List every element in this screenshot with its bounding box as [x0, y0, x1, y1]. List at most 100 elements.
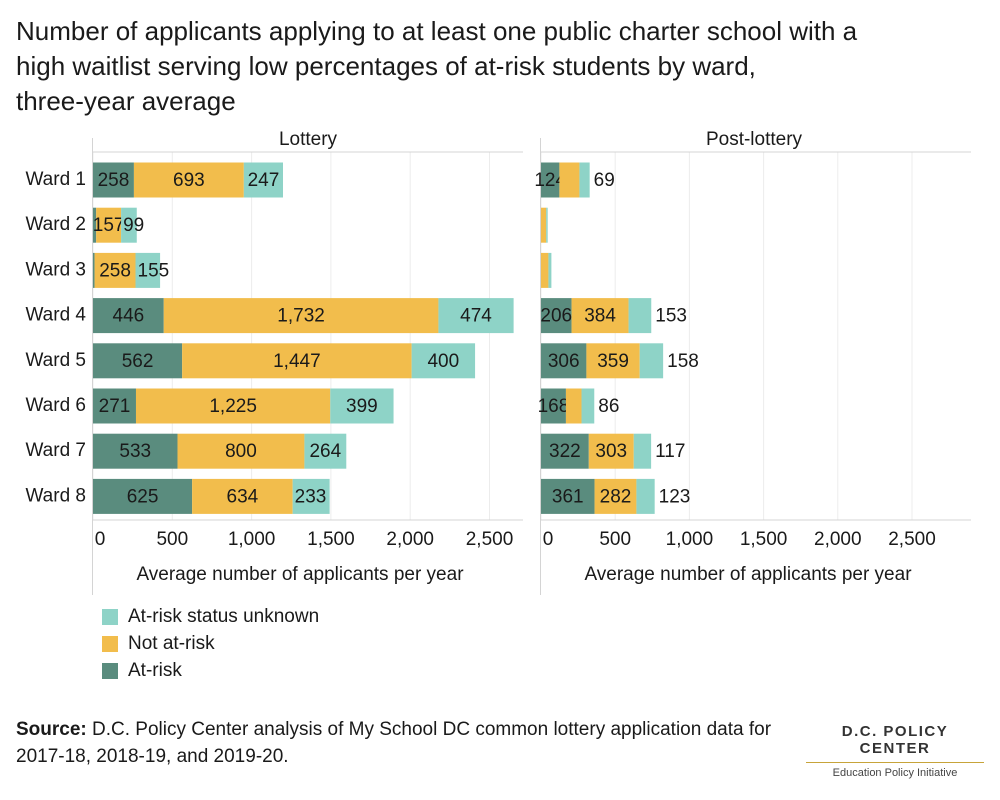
data-label-post-lottery-ward-1-unknown: 69: [594, 170, 615, 191]
source-text: D.C. Policy Center analysis of My School…: [16, 719, 772, 767]
bar-lottery-ward-2-at-risk: [93, 207, 97, 243]
legend-swatch-at-risk: [102, 662, 118, 679]
category-label-ward-1: Ward 1: [25, 169, 86, 190]
bar-post-lottery-ward-5-not-at-risk: [586, 343, 640, 379]
bar-post-lottery-ward-8-unknown: [636, 478, 655, 514]
data-label-post-lottery-ward-4-unknown: 153: [655, 306, 687, 327]
bar-post-lottery-ward-8-at-risk: [541, 478, 595, 514]
bar-lottery-ward-7-unknown: [304, 433, 347, 469]
panel-title-post-lottery: Post-lottery: [706, 130, 803, 150]
data-label-post-lottery-ward-5-at-risk: 306: [548, 351, 580, 372]
category-label-ward-3: Ward 3: [25, 259, 86, 280]
bar-post-lottery-ward-5-at-risk: [541, 343, 587, 379]
x-axis-title-lottery: Average number of applicants per year: [136, 564, 464, 585]
bar-lottery-ward-8-not-at-risk: [192, 478, 293, 514]
x-tick-label-lottery-1: 500: [156, 529, 188, 550]
data-label-lottery-ward-6-at-risk: 271: [99, 396, 131, 417]
bar-lottery-ward-6-unknown: [330, 388, 394, 424]
bar-lottery-ward-8-unknown: [292, 478, 330, 514]
data-label-post-lottery-ward-8-not-at-risk: 282: [600, 486, 632, 507]
data-label-lottery-ward-8-unknown: 233: [295, 486, 327, 507]
chart-title-line-2: high waitlist serving low percentages of…: [16, 51, 756, 81]
data-label-post-lottery-ward-5-not-at-risk: 359: [597, 351, 629, 372]
chart-title-line-1: Number of applicants applying to at leas…: [16, 16, 858, 46]
x-tick-label-lottery-3: 1,500: [307, 529, 355, 550]
x-axis-title-post-lottery: Average number of applicants per year: [584, 564, 912, 585]
bar-lottery-ward-3-not-at-risk: [94, 252, 136, 288]
category-label-ward-8: Ward 8: [25, 485, 86, 506]
category-label-ward-2: Ward 2: [25, 214, 86, 235]
bar-post-lottery-ward-5-unknown: [639, 343, 664, 379]
data-label-lottery-ward-6-not-at-risk: 1,225: [209, 396, 257, 417]
x-tick-label-lottery-4: 2,000: [386, 529, 434, 550]
legend-label-not-at-risk: Not at-risk: [128, 632, 215, 654]
x-tick-label-post-lottery-2: 1,000: [666, 529, 714, 550]
legend-label-unknown: At-risk status unknown: [128, 605, 320, 627]
logo-name: D.C. POLICY CENTER: [841, 723, 949, 757]
bar-lottery-ward-4-at-risk: [93, 298, 164, 334]
data-label-post-lottery-ward-6-at-risk: 168: [538, 396, 570, 417]
source-note: Source: D.C. Policy Center analysis of M…: [16, 716, 806, 770]
chart-title: Number of applicants applying to at leas…: [16, 14, 986, 119]
bar-post-lottery-ward-8-not-at-risk: [594, 478, 637, 514]
data-label-lottery-ward-5-not-at-risk: 1,447: [273, 351, 321, 372]
category-label-ward-5: Ward 5: [25, 350, 86, 371]
data-label-post-lottery-ward-5-unknown: 158: [667, 351, 699, 372]
bar-post-lottery-ward-7-at-risk: [541, 433, 589, 469]
bar-post-lottery-ward-4-unknown: [628, 298, 652, 334]
data-label-lottery-ward-2-unknown: 99: [123, 215, 144, 236]
legend-item-unknown: At-risk status unknown: [102, 603, 319, 630]
x-tick-label-lottery-0: 0: [95, 529, 106, 550]
bar-post-lottery-ward-7-not-at-risk: [588, 433, 634, 469]
chart-legend: At-risk status unknown Not at-risk At-ri…: [102, 603, 319, 684]
data-label-lottery-ward-7-at-risk: 533: [119, 441, 151, 462]
category-label-ward-6: Ward 6: [25, 395, 86, 416]
bar-post-lottery-ward-1-unknown: [579, 162, 590, 198]
data-label-post-lottery-ward-4-at-risk: 206: [540, 306, 572, 327]
bar-lottery-ward-8-at-risk: [93, 478, 193, 514]
bar-post-lottery-ward-3-not-at-risk: [541, 252, 549, 288]
data-label-lottery-ward-7-not-at-risk: 800: [225, 441, 257, 462]
legend-swatch-unknown: [102, 608, 118, 625]
bar-lottery-ward-7-not-at-risk: [177, 433, 305, 469]
stacked-bar-chart: Ward 1 Ward 2 Ward 3 Ward 4 Ward 5 Ward 6 Ward…: [25, 130, 971, 595]
data-label-lottery-ward-6-unknown: 399: [346, 396, 378, 417]
x-tick-label-post-lottery-3: 1,500: [740, 529, 788, 550]
bar-lottery-ward-1-at-risk: [93, 162, 134, 198]
bar-post-lottery-ward-6-at-risk: [541, 388, 566, 424]
legend-item-at-risk: At-risk: [102, 657, 319, 684]
logo-subtitle: Education Policy Initiative: [832, 767, 958, 779]
bar-post-lottery-ward-7-unknown: [633, 433, 652, 469]
bar-lottery-ward-2-unknown: [121, 207, 137, 243]
bar-lottery-ward-2-not-at-risk: [96, 207, 122, 243]
legend-label-at-risk: At-risk: [128, 659, 182, 681]
data-label-lottery-ward-5-at-risk: 562: [122, 351, 154, 372]
bar-lottery-ward-5-not-at-risk: [182, 343, 412, 379]
bar-lottery-ward-1-not-at-risk: [133, 162, 244, 198]
category-label-ward-7: Ward 7: [25, 440, 86, 461]
x-tick-label-lottery-2: 1,000: [228, 529, 276, 550]
x-tick-label-post-lottery-1: 500: [599, 529, 631, 550]
bar-lottery-ward-5-unknown: [411, 343, 476, 379]
data-label-post-lottery-ward-8-unknown: 123: [659, 486, 691, 507]
data-label-lottery-ward-2-not-at-risk: 157: [93, 215, 125, 236]
chart-title-line-3: three-year average: [16, 86, 236, 116]
data-label-lottery-ward-4-unknown: 474: [460, 306, 492, 327]
data-label-lottery-ward-1-unknown: 247: [248, 170, 280, 191]
data-label-lottery-ward-7-unknown: 264: [309, 441, 341, 462]
bar-post-lottery-ward-4-at-risk: [541, 298, 572, 334]
bar-post-lottery-ward-2-not-at-risk: [541, 207, 547, 243]
x-tick-label-lottery-5: 2,500: [466, 529, 514, 550]
x-tick-label-post-lottery-4: 2,000: [814, 529, 862, 550]
data-label-post-lottery-ward-6-unknown: 86: [598, 396, 619, 417]
data-label-lottery-ward-8-not-at-risk: 634: [227, 486, 259, 507]
panel-title-lottery: Lottery: [279, 130, 338, 150]
bar-post-lottery-ward-2-unknown: [546, 207, 548, 243]
data-label-lottery-ward-4-at-risk: 446: [113, 306, 145, 327]
bar-post-lottery-ward-1-not-at-risk: [559, 162, 580, 198]
bar-lottery-ward-6-not-at-risk: [135, 388, 331, 424]
bar-post-lottery-ward-6-unknown: [581, 388, 595, 424]
data-label-lottery-ward-8-at-risk: 625: [127, 486, 159, 507]
logo-divider: [806, 762, 984, 763]
data-label-post-lottery-ward-1-at-risk: 124: [534, 170, 566, 191]
